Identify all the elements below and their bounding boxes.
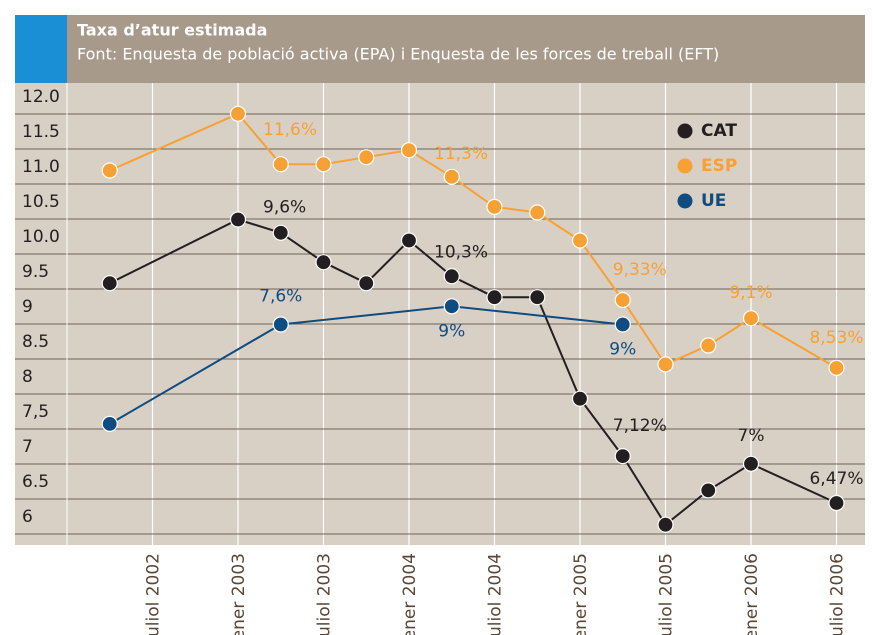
x-tick-label: juliol 2002 — [144, 553, 164, 635]
legend-marker — [677, 123, 693, 139]
data-point — [101, 162, 118, 179]
header — [67, 15, 865, 83]
legend-label: ESP — [701, 156, 737, 176]
data-point — [315, 156, 332, 173]
annotation: 6,47% — [809, 469, 863, 489]
y-tick-label: 6.5 — [22, 472, 49, 492]
header-accent — [15, 15, 67, 83]
data-point — [486, 289, 503, 306]
data-point — [443, 268, 460, 285]
data-point — [700, 482, 717, 499]
annotation: 11,6% — [263, 120, 317, 140]
x-tick-label: gener 2003 — [229, 553, 249, 635]
plot-area — [15, 83, 865, 545]
data-point — [101, 275, 118, 292]
chart-subtitle: Font: Enquesta de població activa (EPA) … — [77, 45, 719, 64]
y-tick-label: 11.5 — [22, 122, 60, 142]
data-point — [529, 204, 546, 221]
data-point — [614, 316, 631, 333]
data-point — [657, 356, 674, 373]
annotation: 10,3% — [434, 243, 488, 263]
data-point — [400, 232, 418, 249]
x-tick-label: gener 2006 — [742, 553, 762, 635]
y-tick-label: 6 — [22, 507, 33, 527]
x-tick-label: juliol 2003 — [315, 553, 335, 635]
data-point — [443, 298, 460, 315]
legend-label: UE — [701, 191, 726, 211]
data-point — [742, 455, 760, 472]
y-tick-label: 11.0 — [22, 157, 60, 177]
x-tick-label: juliol 2006 — [828, 553, 848, 635]
data-point — [101, 415, 118, 432]
annotation: 7,12% — [613, 416, 667, 436]
y-tick-label: 9.5 — [22, 262, 49, 282]
legend-label: CAT — [701, 121, 737, 141]
data-point — [614, 291, 631, 309]
data-point — [742, 310, 760, 327]
data-point — [828, 494, 845, 512]
legend-marker — [677, 158, 693, 174]
y-tick-label: 7 — [22, 437, 33, 457]
data-point — [272, 224, 289, 241]
data-point — [272, 156, 289, 173]
annotation: 9,33% — [613, 260, 667, 280]
chart-title: Taxa d’atur estimada — [77, 21, 267, 40]
x-tick-label: gener 2005 — [571, 553, 591, 635]
y-tick-label: 8.5 — [22, 332, 49, 352]
data-point — [828, 359, 845, 376]
data-point — [486, 198, 503, 215]
data-point — [229, 105, 247, 122]
annotation: 7% — [738, 426, 765, 446]
y-tick-label: 12.0 — [22, 87, 60, 107]
legend-marker — [677, 193, 693, 209]
annotation: 8,53% — [809, 328, 863, 348]
x-tick-label: juliol 2005 — [657, 553, 677, 635]
data-point — [700, 337, 717, 354]
annotation: 9,6% — [263, 198, 306, 218]
data-point — [272, 316, 289, 333]
data-point — [571, 390, 589, 407]
data-point — [571, 232, 589, 249]
data-point — [229, 211, 247, 228]
y-tick-label: 10.0 — [22, 227, 60, 247]
data-point — [358, 275, 375, 292]
annotation: 9% — [438, 321, 465, 341]
y-tick-label: 8 — [22, 367, 33, 387]
data-point — [614, 448, 631, 465]
x-tick-label: gener 2004 — [400, 553, 420, 635]
y-tick-label: 9 — [22, 297, 33, 317]
y-tick-label: 10.5 — [22, 192, 60, 212]
data-point — [315, 254, 332, 271]
data-point — [529, 289, 546, 306]
y-tick-label: 7,5 — [22, 402, 49, 422]
annotation: 7,6% — [259, 287, 302, 307]
data-point — [400, 142, 418, 159]
x-tick-label: juliol 2004 — [486, 553, 506, 635]
data-point — [443, 168, 460, 185]
annotation: 9,1% — [729, 283, 772, 303]
data-point — [657, 516, 674, 533]
series-line — [109, 305, 623, 425]
annotation: 11,3% — [434, 144, 488, 164]
annotation: 9% — [609, 340, 636, 360]
data-point — [358, 149, 375, 166]
